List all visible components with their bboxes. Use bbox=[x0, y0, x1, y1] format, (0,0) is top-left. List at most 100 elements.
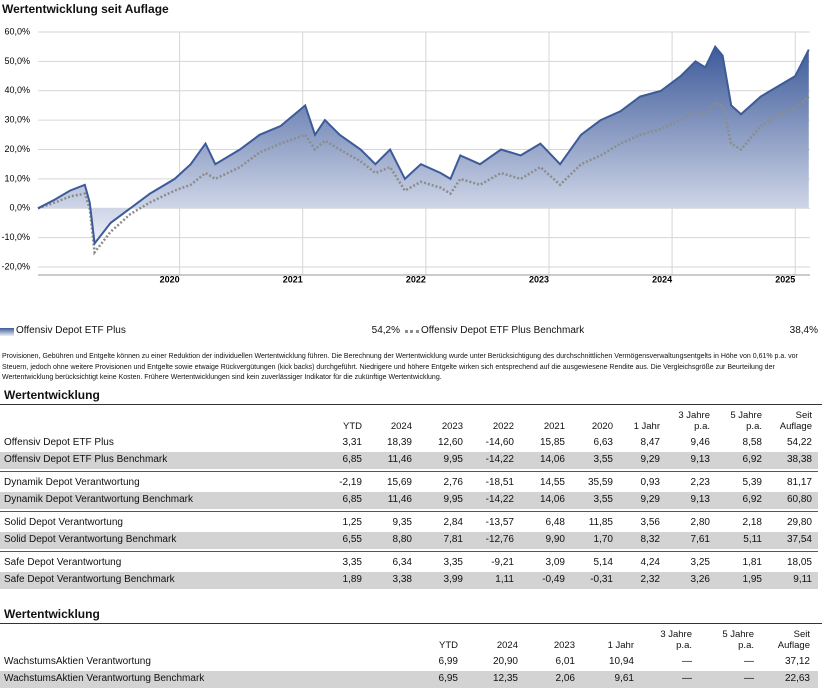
y-tick-label: 30,0% bbox=[4, 115, 30, 125]
table-cell: — bbox=[744, 673, 754, 684]
table-cell: 6,63 bbox=[593, 437, 613, 448]
column-header: 2022 bbox=[492, 421, 514, 432]
chart-title: Wertentwicklung seit Auflage bbox=[2, 2, 169, 16]
column-header: 2024 bbox=[390, 421, 412, 432]
table-cell: 2,18 bbox=[742, 517, 762, 528]
legend-value: 54,2% bbox=[371, 325, 400, 336]
table-cell: 6,92 bbox=[742, 494, 762, 505]
table-cell: 6,55 bbox=[342, 534, 362, 545]
table-cell: 9,90 bbox=[545, 534, 565, 545]
table-rule bbox=[0, 623, 822, 624]
table-cell: 3,38 bbox=[392, 574, 412, 585]
table-cell: 18,05 bbox=[786, 557, 812, 568]
table-cell: — bbox=[744, 656, 754, 667]
table-cell: 3,55 bbox=[593, 454, 613, 465]
table-cell: 8,58 bbox=[742, 437, 762, 448]
row-label: Safe Depot Verantwortung bbox=[4, 557, 122, 568]
table-rule bbox=[0, 404, 822, 405]
table-cell: 9,29 bbox=[640, 454, 660, 465]
table-cell: 5,11 bbox=[743, 534, 762, 545]
table-cell: 3,25 bbox=[690, 557, 710, 568]
table-cell: 37,54 bbox=[786, 534, 812, 545]
table-cell: 2,80 bbox=[690, 517, 710, 528]
table-cell: 3,09 bbox=[545, 557, 565, 568]
legend: Offensiv Depot ETF Plus 54,2% Offensiv Dep… bbox=[0, 325, 822, 339]
y-tick-label: 50,0% bbox=[4, 56, 30, 66]
x-tick-label: 2023 bbox=[529, 274, 549, 284]
column-header: 2023 bbox=[553, 640, 575, 651]
column-header: 2021 bbox=[543, 421, 565, 432]
disclaimer: Provisionen, Gebühren und Entgelte könne… bbox=[2, 353, 798, 381]
legend-label: Offensiv Depot ETF Plus bbox=[16, 325, 126, 336]
table-cell: 9,95 bbox=[443, 494, 463, 505]
table-cell: 9,13 bbox=[690, 454, 710, 465]
table-cell: -12,76 bbox=[485, 534, 514, 545]
column-header: Seit Auflage bbox=[777, 629, 810, 651]
y-tick-label: 40,0% bbox=[4, 85, 30, 95]
table-cell: 3,31 bbox=[342, 437, 362, 448]
legend-label: Offensiv Depot ETF Plus Benchmark bbox=[421, 325, 585, 336]
y-tick-label: 0,0% bbox=[9, 203, 30, 213]
table-cell: 7,61 bbox=[690, 534, 710, 545]
table-cell: 3,55 bbox=[593, 494, 613, 505]
table-cell: 54,22 bbox=[786, 437, 812, 448]
y-tick-label: 60,0% bbox=[4, 26, 30, 36]
column-header: 1 Jahr bbox=[633, 421, 660, 432]
chart: -20,0% -10,0% 0,0% 10,0% 20,0% 30,0% 40,0% 50,0… bbox=[1, 26, 810, 284]
table-cell: 3,35 bbox=[342, 557, 362, 568]
x-tick-label: 2025 bbox=[775, 274, 795, 284]
table-cell: 9,35 bbox=[392, 517, 412, 528]
table-cell: 6,85 bbox=[342, 454, 362, 465]
table-cell: — bbox=[682, 656, 692, 667]
table-cell: -14,22 bbox=[485, 454, 514, 465]
row-shade bbox=[0, 671, 818, 688]
table-cell: -13,57 bbox=[485, 517, 514, 528]
table-cell: 81,17 bbox=[786, 477, 812, 488]
x-tick-label: 2020 bbox=[160, 274, 180, 284]
row-shade bbox=[0, 452, 818, 469]
column-header: 5 Jahre p.a. bbox=[722, 629, 754, 651]
row-label: Offensiv Depot ETF Plus Benchmark bbox=[4, 454, 168, 465]
table-cell: 7,81 bbox=[443, 534, 463, 545]
table-cell: 2,32 bbox=[640, 574, 660, 585]
table-cell: 3,35 bbox=[443, 557, 463, 568]
column-header: 2024 bbox=[496, 640, 518, 651]
table-cell: 12,60 bbox=[437, 437, 463, 448]
row-label: WachstumsAktien Verantwortung bbox=[4, 656, 151, 667]
table-cell: 29,80 bbox=[786, 517, 812, 528]
table-cell: 14,06 bbox=[539, 454, 565, 465]
table-title: Wertentwicklung bbox=[4, 388, 100, 402]
row-shade bbox=[0, 532, 818, 549]
table-cell: 10,94 bbox=[608, 656, 634, 667]
table-cell: 1,89 bbox=[342, 574, 362, 585]
group-rule bbox=[0, 511, 818, 512]
table-cell: 1,95 bbox=[742, 574, 762, 585]
x-tick-label: 2021 bbox=[283, 274, 303, 284]
table-cell: -18,51 bbox=[485, 477, 514, 488]
row-label: Dynamik Depot Verantwortung bbox=[4, 477, 140, 488]
y-tick-label: 10,0% bbox=[4, 173, 30, 183]
legend-swatch bbox=[405, 330, 419, 333]
table-cell: 9,61 bbox=[614, 673, 634, 684]
table-cell: 35,59 bbox=[587, 477, 613, 488]
table-cell: 60,80 bbox=[786, 494, 812, 505]
group-rule bbox=[0, 471, 818, 472]
table-cell: 8,80 bbox=[392, 534, 412, 545]
table-cell: 6,85 bbox=[342, 494, 362, 505]
table-cell: 14,55 bbox=[539, 477, 565, 488]
y-tick-label: -20,0% bbox=[1, 261, 30, 271]
table-cell: 1,81 bbox=[742, 557, 762, 568]
table-cell: 11,46 bbox=[387, 454, 412, 465]
row-label: Solid Depot Verantwortung Benchmark bbox=[4, 534, 177, 545]
table-cell: 15,85 bbox=[539, 437, 565, 448]
row-label: Dynamik Depot Verantwortung Benchmark bbox=[4, 494, 193, 505]
x-tick-label: 2024 bbox=[652, 274, 672, 284]
table-cell: -0,49 bbox=[542, 574, 565, 585]
column-header: 2020 bbox=[591, 421, 613, 432]
table-cell: 9,46 bbox=[690, 437, 710, 448]
column-header: 3 Jahre p.a. bbox=[678, 410, 710, 432]
table-title: Wertentwicklung bbox=[4, 607, 100, 621]
table-cell: 3,99 bbox=[443, 574, 463, 585]
row-label: Solid Depot Verantwortung bbox=[4, 517, 123, 528]
